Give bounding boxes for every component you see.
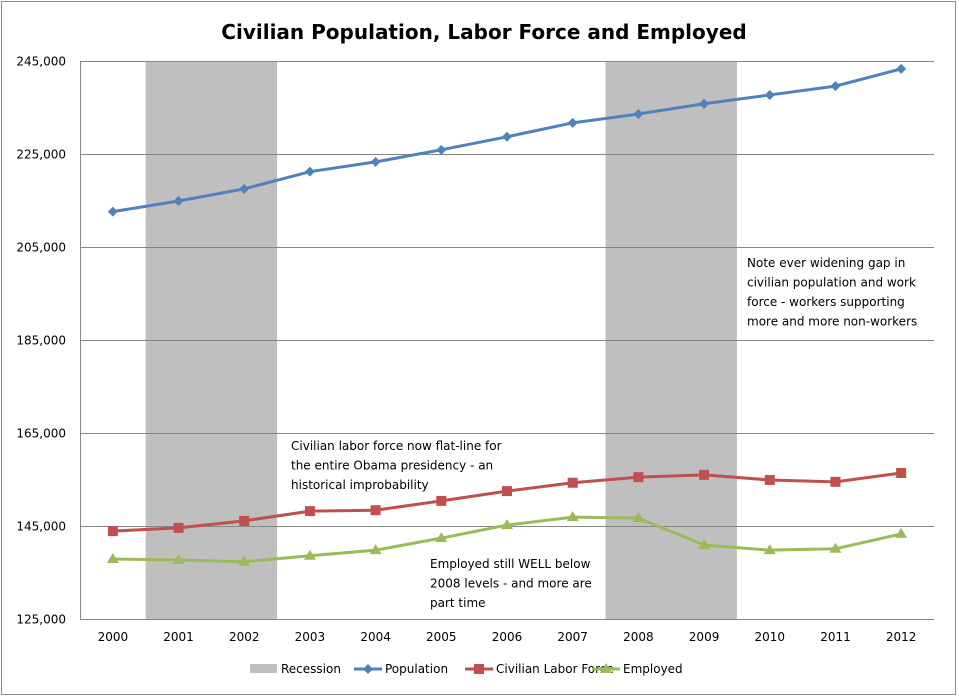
x-tick-label: 2000 xyxy=(98,630,129,644)
annotation-text: historical improbability xyxy=(291,478,429,492)
legend-label: Recession xyxy=(281,662,341,676)
annotation-text: force - workers supporting xyxy=(747,295,905,309)
square-marker xyxy=(304,506,315,517)
diamond-marker xyxy=(370,156,381,167)
x-tick-label: 2004 xyxy=(360,630,391,644)
chart-title: Civilian Population, Labor Force and Emp… xyxy=(221,20,746,44)
diamond-marker xyxy=(173,195,184,206)
x-tick-label: 2002 xyxy=(229,630,260,644)
square-marker xyxy=(830,476,841,487)
square-marker xyxy=(107,526,118,537)
y-tick-label: 165,000 xyxy=(16,427,66,441)
square-marker xyxy=(699,469,710,480)
x-tick-label: 2009 xyxy=(689,630,720,644)
x-tick-label: 2008 xyxy=(623,630,654,644)
x-tick-label: 2012 xyxy=(886,630,917,644)
triangle-marker xyxy=(632,512,645,523)
y-tick-label: 185,000 xyxy=(16,334,66,348)
triangle-marker xyxy=(501,519,513,530)
triangle-marker xyxy=(829,542,842,553)
square-marker xyxy=(173,522,184,533)
diamond-marker xyxy=(502,131,512,142)
annotation-text: more and more non-workers xyxy=(747,315,917,329)
triangle-marker xyxy=(698,539,711,550)
y-tick-label: 145,000 xyxy=(16,520,66,534)
x-tick-label: 2010 xyxy=(754,630,785,644)
diamond-marker xyxy=(304,166,315,177)
square-marker xyxy=(239,515,250,526)
diamond-marker xyxy=(699,98,710,109)
legend-label: Employed xyxy=(623,662,683,676)
triangle-marker xyxy=(172,553,185,564)
annotation-text: part time xyxy=(430,596,486,610)
diamond-marker xyxy=(363,664,373,674)
legend-label: Civilian Labor Force xyxy=(496,662,614,676)
diamond-marker xyxy=(436,144,447,155)
x-tick-label: 2007 xyxy=(557,630,588,644)
y-tick-label: 225,000 xyxy=(16,148,66,162)
y-tick-label: 245,000 xyxy=(16,55,66,69)
square-marker xyxy=(567,477,578,488)
diamond-marker xyxy=(764,89,775,100)
triangle-marker xyxy=(600,663,612,673)
x-tick-label: 2006 xyxy=(492,630,523,644)
triangle-marker xyxy=(895,527,908,538)
square-marker xyxy=(370,505,381,516)
annotation-text: Civilian labor force now flat-line for xyxy=(291,439,502,453)
annotation-text: Note ever widening gap in xyxy=(747,256,905,270)
legend-recession-swatch xyxy=(250,664,277,673)
triangle-marker xyxy=(303,549,316,560)
x-tick-label: 2011 xyxy=(820,630,851,644)
square-marker xyxy=(764,474,775,485)
square-marker xyxy=(502,486,512,497)
square-marker xyxy=(633,472,644,483)
annotation-text: 2008 levels - and more are xyxy=(430,577,592,591)
square-marker xyxy=(474,664,484,674)
annotation-text: civilian population and work xyxy=(747,276,916,290)
x-tick-label: 2005 xyxy=(426,630,457,644)
diamond-marker xyxy=(830,81,841,92)
square-marker xyxy=(896,467,907,478)
diamond-marker xyxy=(107,206,118,217)
triangle-marker xyxy=(106,553,119,564)
x-tick-label: 2001 xyxy=(163,630,194,644)
diamond-marker xyxy=(896,63,907,74)
diamond-marker xyxy=(239,183,250,194)
triangle-marker xyxy=(238,555,251,566)
x-tick-label: 2003 xyxy=(295,630,326,644)
triangle-marker xyxy=(435,532,448,543)
triangle-marker xyxy=(763,544,776,555)
diamond-marker xyxy=(633,109,644,120)
y-tick-label: 205,000 xyxy=(16,241,66,255)
square-marker xyxy=(436,495,447,506)
triangle-marker xyxy=(369,544,382,555)
annotation-text: Employed still WELL below xyxy=(430,557,591,571)
y-tick-label: 125,000 xyxy=(16,613,66,627)
diamond-marker xyxy=(567,117,578,128)
legend-label: Population xyxy=(385,662,448,676)
triangle-marker xyxy=(566,511,579,522)
annotation-text: the entire Obama presidency - an xyxy=(291,459,493,473)
